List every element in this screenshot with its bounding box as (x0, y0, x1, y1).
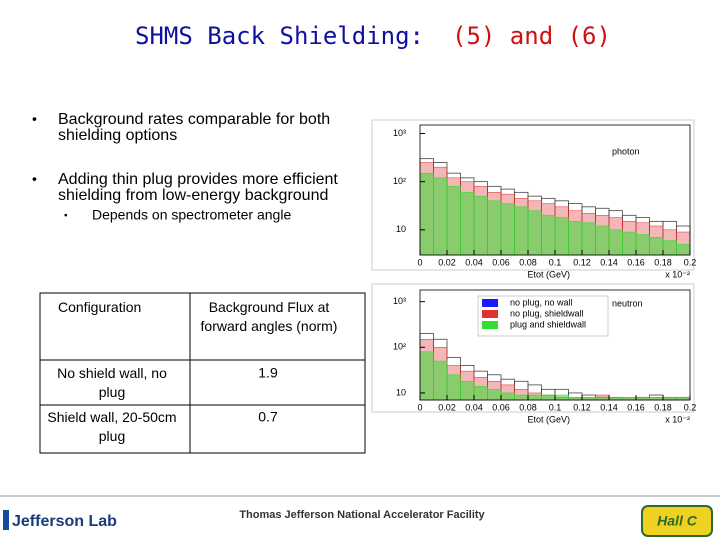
footer-text: Thomas Jefferson National Accelerator Fa… (239, 509, 485, 521)
hist-bar (635, 234, 650, 256)
x-tick-label: 0.2 (684, 257, 697, 267)
y-tick-label: 10² (393, 342, 406, 352)
y-tick-label: 10 (396, 387, 406, 397)
footer-right: Hall C (657, 513, 698, 529)
hist-bar (514, 206, 529, 256)
x-tick-label: 0.06 (492, 257, 510, 267)
x-tick-label: 0.08 (519, 402, 537, 412)
hall-logo (641, 505, 713, 537)
hist-bar (662, 240, 677, 256)
hist-bar (541, 394, 556, 401)
hist-bar (595, 225, 610, 256)
plot-label: photon (612, 146, 640, 156)
x-tick-label: 0.08 (519, 257, 537, 267)
bullet-dot: • (32, 111, 37, 127)
x-tick-label: 0.02 (438, 257, 456, 267)
y-tick-label: 10³ (393, 128, 406, 138)
legend-label: plug and shieldwall (510, 319, 586, 329)
text: Configuration (58, 299, 141, 315)
hist-bar (460, 381, 475, 401)
x-tick-label: 0 (417, 257, 422, 267)
x-tick-label: 0.1 (549, 257, 562, 267)
table-frame (39, 292, 366, 454)
title-highlight: (5) and (6) (452, 22, 611, 50)
legend-box (477, 295, 609, 337)
hist-bar (487, 389, 502, 401)
hist-bar (608, 229, 623, 256)
hist-bar (622, 231, 637, 256)
y-tick-label: 10³ (393, 296, 406, 306)
hist-bar (541, 215, 556, 256)
text: Background rates comparable for both shie… (58, 111, 330, 144)
hist-bar (446, 186, 461, 256)
legend-swatch (482, 310, 498, 318)
legend-label: no plug, shieldwall (510, 308, 584, 318)
y-tick-label: 10 (396, 224, 406, 234)
x-tick-label: 0.16 (627, 402, 645, 412)
plot-label: neutron (612, 298, 643, 308)
x-tick-label: 0.02 (438, 402, 456, 412)
hist-bar (473, 386, 488, 401)
table (39, 292, 366, 454)
x-tick-label: 0.04 (465, 402, 483, 412)
hist-bar (487, 200, 502, 256)
hist-bar (419, 172, 434, 256)
x-tick-label: 0 (417, 402, 422, 412)
hist-bar (527, 394, 542, 401)
x-tick-label: 0.18 (654, 257, 672, 267)
text: Adding thin plug provides more efficient… (58, 171, 338, 204)
hist-bar (581, 222, 596, 256)
hist-bar (500, 203, 515, 256)
text: Background Flux at forward angles (norm) (201, 299, 338, 334)
x-tick-label: 0.18 (654, 402, 672, 412)
logo-mark (3, 510, 9, 530)
legend-swatch (482, 321, 498, 329)
x-tick-label: 0.16 (627, 257, 645, 267)
text: Shield wall, 20-50cm plug (47, 409, 176, 444)
footer-logo: Jefferson Lab (12, 513, 117, 530)
hist-bar (460, 192, 475, 256)
hist-bar (446, 374, 461, 401)
sub-bullet-dot: • (64, 211, 68, 222)
x-tick-label: 0.06 (492, 402, 510, 412)
hist-bar (554, 217, 569, 256)
cell: 1.9 (258, 365, 278, 381)
bullet-dot: • (32, 171, 37, 187)
x-tick-label: 0.12 (573, 257, 591, 267)
title: SHMS Back Shielding: (135, 22, 424, 50)
hist-bar (527, 210, 542, 256)
y-tick-label: 10² (393, 176, 406, 186)
text: No shield wall, no plug (57, 365, 167, 400)
hist-bar (514, 394, 529, 401)
x-scale: x 10⁻² (665, 269, 690, 279)
hist-bar (473, 195, 488, 256)
hist-bar (649, 237, 664, 256)
x-axis-label: Etot (GeV) (527, 269, 570, 279)
hist-bar (568, 221, 583, 256)
hist-bar (433, 177, 448, 256)
legend-swatch (482, 299, 498, 307)
hist-bar (676, 244, 691, 256)
x-axis-label: Etot (GeV) (527, 414, 570, 424)
sub-bullet: Depends on spectrometer angle (92, 207, 291, 223)
hist-bar (554, 394, 569, 401)
legend-label: no plug, no wall (510, 297, 573, 307)
x-scale: x 10⁻² (665, 414, 690, 424)
x-tick-label: 0.1 (549, 402, 562, 412)
x-tick-label: 0.04 (465, 257, 483, 267)
x-tick-label: 0.2 (684, 402, 697, 412)
x-tick-label: 0.14 (600, 402, 618, 412)
x-tick-label: 0.14 (600, 257, 618, 267)
cell: 0.7 (258, 409, 278, 425)
hist-bar (500, 392, 515, 401)
x-tick-label: 0.12 (573, 402, 591, 412)
hist-bar (433, 360, 448, 401)
